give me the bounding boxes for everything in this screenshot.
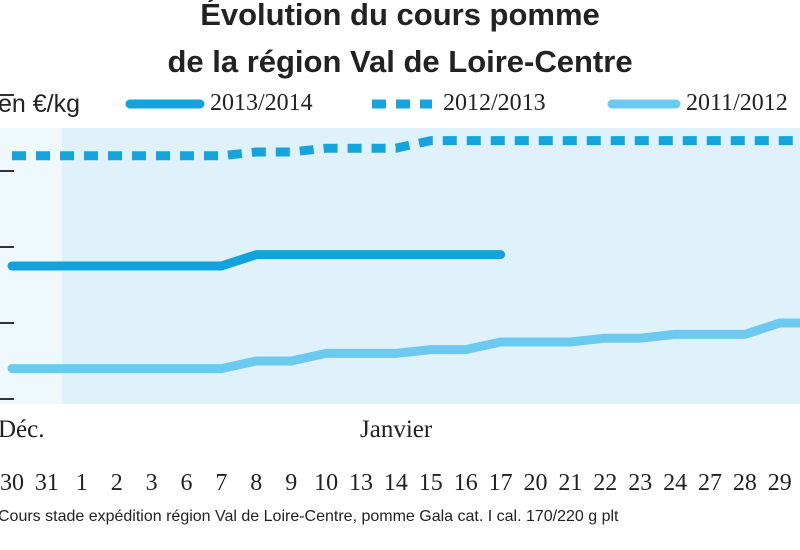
legend-label-2011-2012: 2011/2012	[686, 90, 788, 116]
y-axis-ticks	[0, 94, 14, 400]
x-tick-label: 30	[0, 470, 24, 496]
x-tick-label: 1	[76, 470, 88, 496]
x-tick-label: 8	[250, 470, 262, 496]
x-tick-label: 17	[489, 470, 513, 496]
x-tick-label: 9	[285, 470, 297, 496]
x-tick-label: 29	[768, 470, 792, 496]
x-tick-label: 27	[698, 470, 722, 496]
x-tick-label: 13	[349, 470, 373, 496]
x-tick-label: 7	[215, 470, 227, 496]
x-tick-label: 31	[35, 470, 59, 496]
chart-title-line-2: de la région Val de Loire-Centre	[167, 44, 633, 79]
month-labels: Déc. Janvier	[0, 416, 433, 443]
series-line-2011-2012	[7, 318, 800, 374]
x-tick-label: 24	[663, 470, 687, 496]
legend-label-2012-2013: 2012/2013	[443, 90, 546, 116]
series-layer	[7, 136, 800, 374]
x-axis-tick-labels: 3031123678910131415161720212223242728293…	[0, 470, 792, 496]
x-tick-label: 3	[146, 470, 158, 496]
x-tick-label: 20	[524, 470, 548, 496]
chart-title-line-1: Évolution du cours pomme	[200, 0, 600, 32]
x-tick-label: 23	[628, 470, 652, 496]
x-tick-label: 14	[384, 470, 408, 496]
x-tick-label: 28	[733, 470, 757, 496]
month-label-1: Janvier	[360, 416, 433, 443]
series-line-2012-2013	[12, 136, 800, 161]
x-tick-label: 6	[181, 470, 193, 496]
x-tick-label: 10	[314, 470, 338, 496]
month-label-0: Déc.	[0, 416, 45, 443]
footnote: Cours stade expédition région Val de Loi…	[0, 508, 619, 525]
series-line-2013-2014	[7, 250, 506, 271]
x-tick-label: 21	[558, 470, 582, 496]
x-tick-label: 22	[593, 470, 617, 496]
x-tick-label: 15	[419, 470, 443, 496]
x-tick-label: 16	[454, 470, 478, 496]
x-tick-label: 2	[111, 470, 123, 496]
legend-label-2013-2014: 2013/2014	[210, 90, 313, 116]
